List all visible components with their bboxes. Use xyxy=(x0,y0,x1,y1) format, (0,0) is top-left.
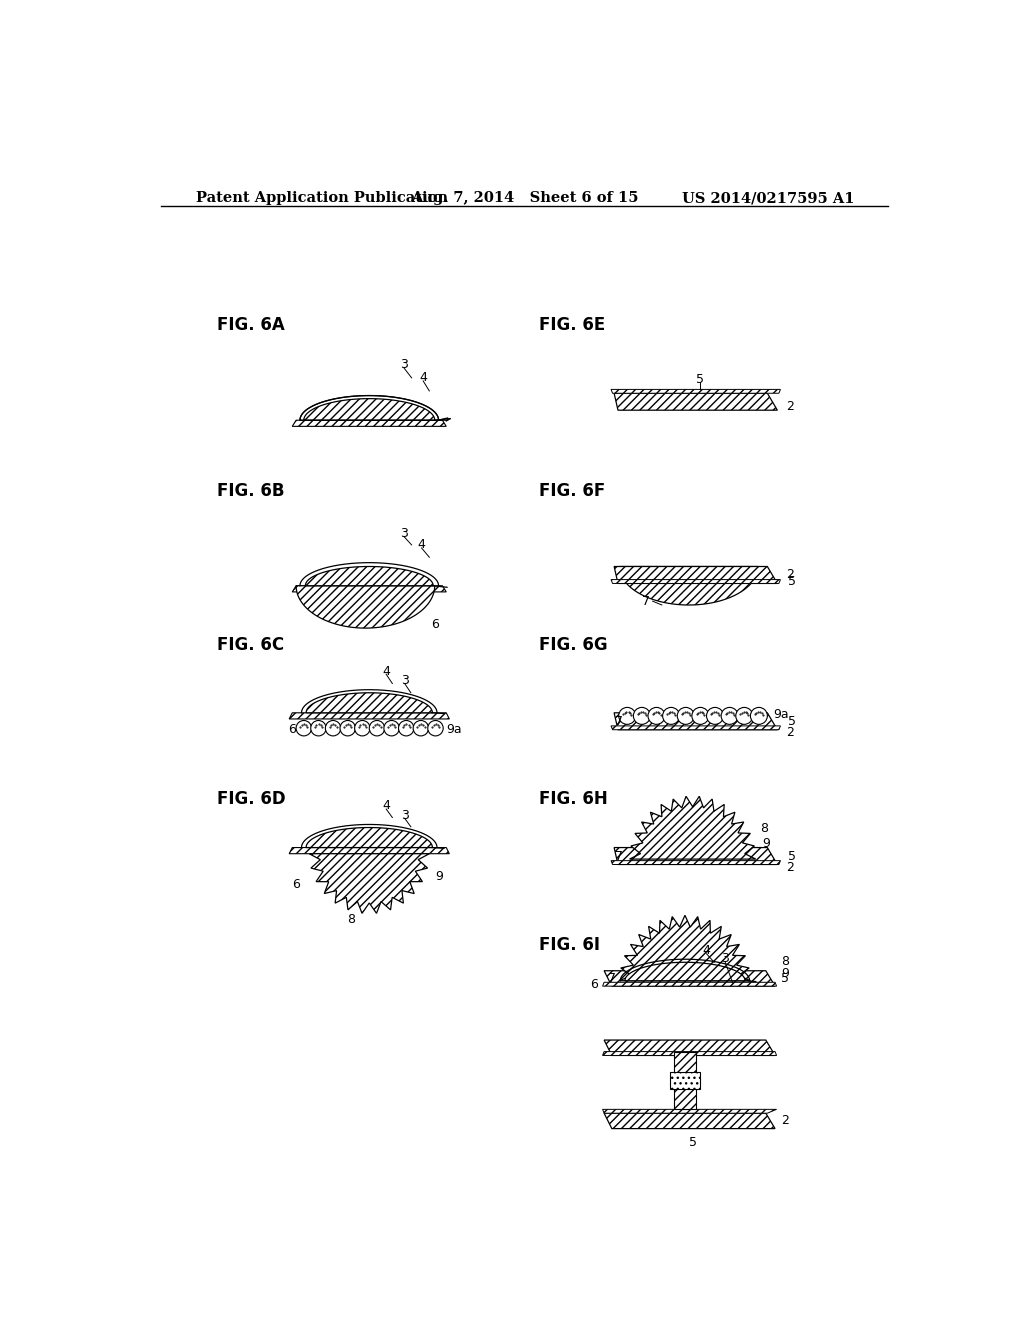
Circle shape xyxy=(354,721,370,737)
Text: 2: 2 xyxy=(786,726,795,739)
Text: 5: 5 xyxy=(781,972,790,985)
Circle shape xyxy=(370,721,385,737)
Text: 2: 2 xyxy=(781,1114,790,1127)
Text: FIG. 6G: FIG. 6G xyxy=(539,636,607,653)
Text: 3: 3 xyxy=(400,809,409,822)
Polygon shape xyxy=(305,566,433,586)
Text: 9: 9 xyxy=(762,837,770,850)
Polygon shape xyxy=(604,1040,775,1056)
Text: 8: 8 xyxy=(760,822,768,834)
Text: 6: 6 xyxy=(292,878,300,891)
Polygon shape xyxy=(620,566,758,605)
Text: 9a: 9a xyxy=(446,723,462,737)
Text: Patent Application Publication: Patent Application Publication xyxy=(196,191,449,206)
Text: 2: 2 xyxy=(786,569,795,582)
Polygon shape xyxy=(674,1052,695,1109)
Polygon shape xyxy=(604,970,775,986)
Text: 9: 9 xyxy=(781,966,790,979)
Polygon shape xyxy=(614,566,777,583)
Polygon shape xyxy=(289,847,450,854)
Circle shape xyxy=(428,721,443,737)
Text: 7: 7 xyxy=(615,714,624,727)
Circle shape xyxy=(326,721,341,737)
Text: 9: 9 xyxy=(435,870,443,883)
Text: 4: 4 xyxy=(382,800,390,813)
Text: 3: 3 xyxy=(400,527,408,540)
Circle shape xyxy=(398,721,414,737)
Text: US 2014/0217595 A1: US 2014/0217595 A1 xyxy=(682,191,854,206)
Text: 6: 6 xyxy=(288,723,296,737)
Text: 4: 4 xyxy=(419,371,427,384)
Circle shape xyxy=(707,708,724,725)
Polygon shape xyxy=(602,982,776,986)
Circle shape xyxy=(296,721,311,737)
Text: FIG. 6H: FIG. 6H xyxy=(539,789,607,808)
Text: FIG. 6A: FIG. 6A xyxy=(217,317,285,334)
Text: 9a: 9a xyxy=(773,708,790,721)
Polygon shape xyxy=(602,1052,776,1056)
Polygon shape xyxy=(614,713,777,730)
Text: 5: 5 xyxy=(788,850,796,862)
Circle shape xyxy=(310,721,326,737)
Polygon shape xyxy=(292,586,446,591)
Polygon shape xyxy=(292,420,446,426)
Polygon shape xyxy=(296,586,435,628)
Text: FIG. 6D: FIG. 6D xyxy=(217,789,286,808)
Polygon shape xyxy=(289,713,450,719)
Text: FIG. 6C: FIG. 6C xyxy=(217,636,284,653)
Text: FIG. 6I: FIG. 6I xyxy=(539,936,600,954)
Text: FIG. 6F: FIG. 6F xyxy=(539,482,605,500)
Circle shape xyxy=(663,708,680,725)
Polygon shape xyxy=(306,828,432,847)
Text: FIG. 6E: FIG. 6E xyxy=(539,317,605,334)
Circle shape xyxy=(692,708,709,725)
Polygon shape xyxy=(611,861,780,865)
Text: 5: 5 xyxy=(788,714,796,727)
Text: 7: 7 xyxy=(615,850,624,862)
Text: 3: 3 xyxy=(400,358,408,371)
Circle shape xyxy=(384,721,399,737)
Text: 5: 5 xyxy=(696,372,705,385)
Polygon shape xyxy=(620,915,751,981)
Polygon shape xyxy=(670,1072,700,1089)
Circle shape xyxy=(413,721,429,737)
Text: 3: 3 xyxy=(721,952,729,965)
Text: 4: 4 xyxy=(702,944,711,957)
Polygon shape xyxy=(309,854,429,913)
Polygon shape xyxy=(630,796,756,859)
Text: 6: 6 xyxy=(590,978,598,991)
Polygon shape xyxy=(306,693,432,713)
Text: 3: 3 xyxy=(400,675,409,686)
Polygon shape xyxy=(625,962,745,981)
Polygon shape xyxy=(611,389,780,393)
Circle shape xyxy=(721,708,738,725)
Circle shape xyxy=(736,708,753,725)
Text: 8: 8 xyxy=(781,954,790,968)
Polygon shape xyxy=(604,1113,775,1129)
Text: 2: 2 xyxy=(786,400,795,413)
Circle shape xyxy=(340,721,355,737)
Text: 8: 8 xyxy=(347,913,355,927)
Polygon shape xyxy=(611,726,780,730)
Text: 7: 7 xyxy=(642,594,650,607)
Polygon shape xyxy=(614,393,777,411)
Polygon shape xyxy=(304,399,435,420)
Text: 5: 5 xyxy=(689,1137,696,1150)
Text: 2: 2 xyxy=(786,861,795,874)
Circle shape xyxy=(751,708,767,725)
Polygon shape xyxy=(614,847,777,865)
Circle shape xyxy=(634,708,650,725)
Text: 7: 7 xyxy=(607,972,615,985)
Circle shape xyxy=(618,708,636,725)
Polygon shape xyxy=(602,1109,776,1113)
Text: Aug. 7, 2014   Sheet 6 of 15: Aug. 7, 2014 Sheet 6 of 15 xyxy=(411,191,639,206)
Circle shape xyxy=(648,708,665,725)
Circle shape xyxy=(677,708,694,725)
Text: 4: 4 xyxy=(418,539,426,552)
Polygon shape xyxy=(611,579,780,583)
Text: 4: 4 xyxy=(382,665,390,677)
Text: 6: 6 xyxy=(431,618,438,631)
Text: FIG. 6B: FIG. 6B xyxy=(217,482,285,500)
Text: 5: 5 xyxy=(788,574,796,587)
